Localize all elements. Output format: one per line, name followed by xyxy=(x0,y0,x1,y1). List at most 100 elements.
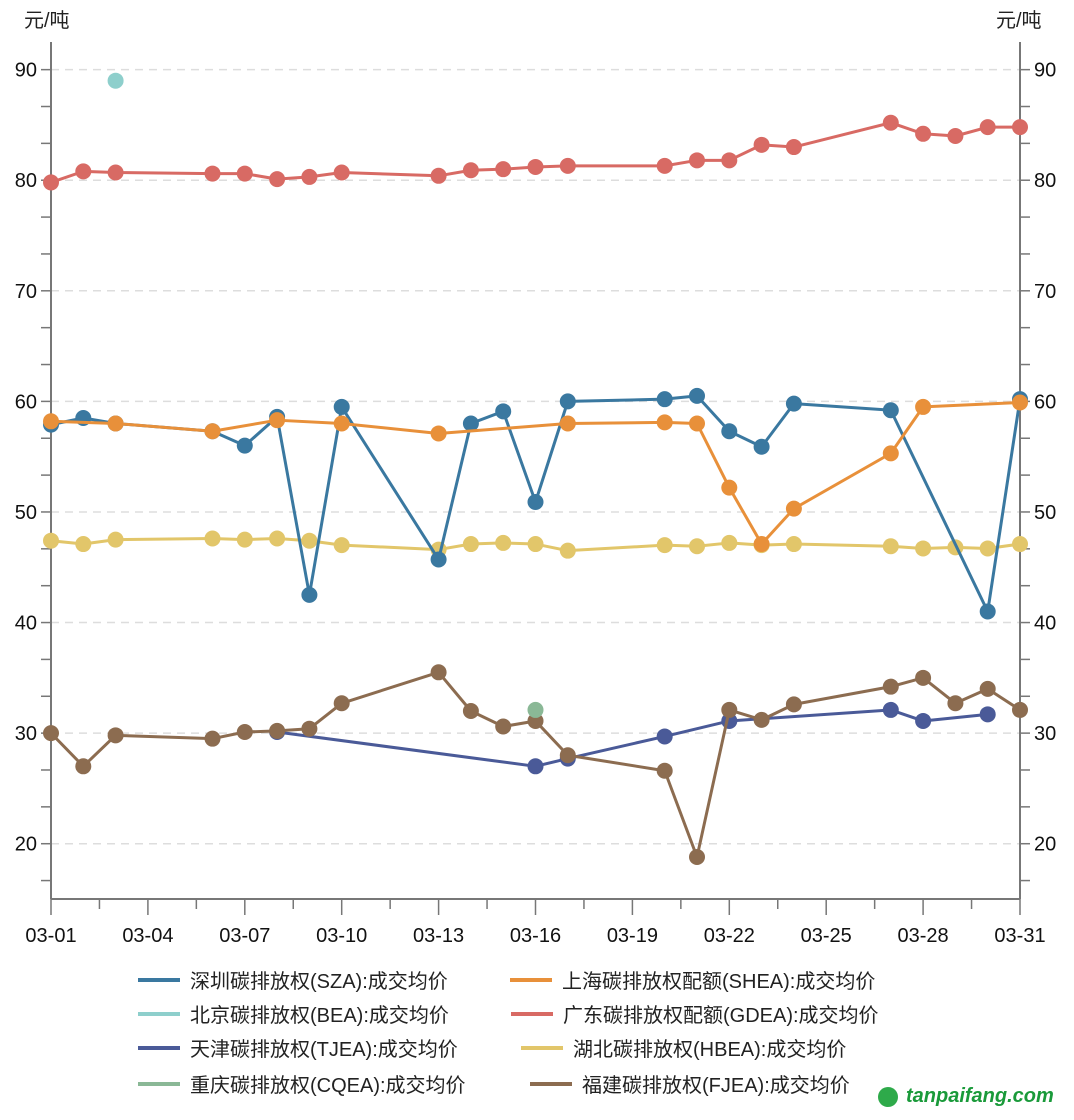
data-point xyxy=(333,398,350,415)
data-point xyxy=(882,445,899,462)
data-point xyxy=(721,152,738,169)
legend-label: 重庆碳排放权(CQEA):成交均价 xyxy=(190,1075,466,1097)
y-tick-label-left: 60 xyxy=(15,391,37,413)
data-point xyxy=(1012,119,1028,136)
data-point xyxy=(43,532,59,549)
data-point xyxy=(107,164,124,181)
legend-label: 北京碳排放权(BEA):成交均价 xyxy=(190,1005,449,1027)
data-point xyxy=(979,680,996,697)
data-point xyxy=(721,534,738,551)
data-point xyxy=(333,537,350,554)
y-tick-label-right: 90 xyxy=(1034,60,1056,82)
y-tick-label-left: 80 xyxy=(15,170,37,192)
data-point xyxy=(721,423,738,440)
data-point xyxy=(527,712,544,729)
legend-item-gdea[interactable]: 广东碳排放权配额(GDEA):成交均价 xyxy=(511,999,879,1028)
data-point xyxy=(75,536,92,553)
legend-item-sza[interactable]: 深圳碳排放权(SZA):成交均价 xyxy=(138,965,448,994)
data-point xyxy=(333,695,350,712)
y-tick-label-right: 60 xyxy=(1034,391,1056,413)
legend-item-shea[interactable]: 上海碳排放权配额(SHEA):成交均价 xyxy=(510,965,875,994)
data-point xyxy=(915,712,932,729)
legend-swatch xyxy=(138,1011,180,1016)
legend-swatch xyxy=(521,1045,563,1050)
data-point xyxy=(1012,701,1028,718)
data-point xyxy=(301,532,318,549)
data-point xyxy=(721,701,738,718)
data-point xyxy=(689,387,705,404)
data-point xyxy=(107,531,124,548)
data-point xyxy=(689,848,705,865)
data-point xyxy=(753,136,770,153)
legend-item-bea[interactable]: 北京碳排放权(BEA):成交均价 xyxy=(138,999,449,1028)
x-tick-label: 03-25 xyxy=(801,925,852,947)
y-tick-label-right: 40 xyxy=(1034,613,1056,635)
legend-label: 广东碳排放权配额(GDEA):成交均价 xyxy=(563,1005,879,1027)
data-point xyxy=(107,415,124,432)
data-point xyxy=(430,664,447,681)
data-point xyxy=(656,391,673,408)
data-point xyxy=(689,538,705,555)
data-point xyxy=(495,534,512,551)
y-tick-label-right: 70 xyxy=(1034,281,1056,303)
legend-label: 湖北碳排放权(HBEA):成交均价 xyxy=(573,1039,847,1061)
data-point xyxy=(915,398,932,415)
data-point xyxy=(947,695,964,712)
legend-swatch xyxy=(138,1045,180,1050)
data-point xyxy=(979,540,996,557)
x-tick-label: 03-19 xyxy=(607,925,658,947)
x-tick-label: 03-01 xyxy=(25,925,76,947)
data-point xyxy=(915,125,932,142)
x-tick-label: 03-22 xyxy=(704,925,755,947)
data-point xyxy=(43,725,59,742)
legend-swatch xyxy=(530,1081,572,1086)
data-point xyxy=(333,164,350,181)
data-point xyxy=(462,415,479,432)
legend-item-tjea[interactable]: 天津碳排放权(TJEA):成交均价 xyxy=(138,1033,458,1062)
data-point xyxy=(236,165,253,182)
data-point xyxy=(43,413,59,430)
legend-swatch xyxy=(138,977,180,982)
data-point xyxy=(495,403,512,420)
y-tick-label-right: 80 xyxy=(1034,170,1056,192)
data-point xyxy=(462,703,479,720)
data-point xyxy=(947,127,964,144)
data-point xyxy=(430,167,447,184)
legend-label: 天津碳排放权(TJEA):成交均价 xyxy=(190,1039,458,1061)
data-point xyxy=(204,730,221,747)
data-point xyxy=(333,415,350,432)
data-point xyxy=(527,494,544,511)
data-point xyxy=(753,438,770,455)
data-point xyxy=(882,402,899,419)
legend-item-cqea[interactable]: 重庆碳排放权(CQEA):成交均价 xyxy=(138,1069,466,1098)
y-tick-label-left: 40 xyxy=(15,613,37,635)
line-chart: 20 20 30 30 40 40 50 50 60 60 70 70 80 80 90 90 03-01 03-… xyxy=(15,42,1056,947)
watermark: tanpaifang.com xyxy=(878,1085,1054,1108)
y-axis-right-unit: 元/吨 xyxy=(996,10,1042,32)
x-tick-label: 03-31 xyxy=(994,925,1045,947)
y-tick-label-right: 50 xyxy=(1034,502,1056,524)
data-point xyxy=(462,536,479,553)
leaf-logo-icon xyxy=(878,1086,898,1107)
data-point xyxy=(462,162,479,179)
data-point xyxy=(495,718,512,735)
data-point xyxy=(204,423,221,440)
legend-swatch xyxy=(138,1081,180,1086)
data-point xyxy=(43,174,59,191)
x-tick-label: 03-28 xyxy=(898,925,949,947)
legend-item-hbea[interactable]: 湖北碳排放权(HBEA):成交均价 xyxy=(521,1033,846,1062)
data-point xyxy=(979,706,996,723)
data-point xyxy=(236,531,253,548)
y-tick-label-left: 90 xyxy=(15,60,37,82)
x-tick-label: 03-16 xyxy=(510,925,561,947)
data-point xyxy=(559,415,576,432)
data-point xyxy=(753,711,770,728)
data-point xyxy=(979,119,996,136)
legend-swatch xyxy=(511,1011,553,1016)
data-point xyxy=(75,163,92,180)
data-point xyxy=(689,152,705,169)
legend-label: 上海碳排放权配额(SHEA):成交均价 xyxy=(562,971,876,993)
legend-item-fjea[interactable]: 福建碳排放权(FJEA):成交均价 xyxy=(530,1069,850,1098)
data-point xyxy=(1012,394,1028,411)
legend-label: 福建碳排放权(FJEA):成交均价 xyxy=(582,1075,850,1097)
